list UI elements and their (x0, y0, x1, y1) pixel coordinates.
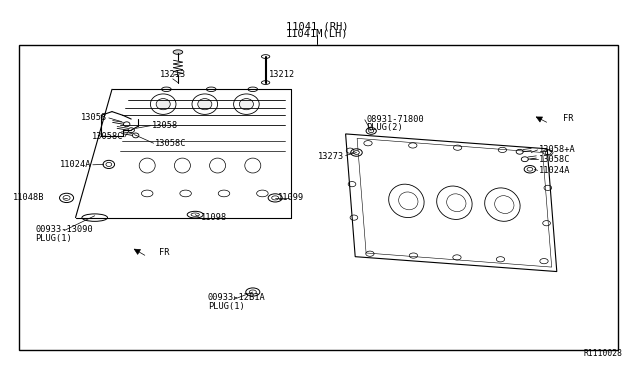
Text: 11024A: 11024A (539, 166, 570, 175)
Text: FR: FR (563, 114, 573, 123)
Bar (19, 45, 618, 350)
Text: PLUG(2): PLUG(2) (366, 123, 403, 132)
Ellipse shape (191, 213, 200, 217)
Text: 13212: 13212 (269, 70, 295, 79)
Ellipse shape (239, 99, 253, 110)
Text: 11024A: 11024A (60, 160, 92, 169)
Ellipse shape (527, 167, 532, 171)
Ellipse shape (156, 99, 170, 110)
Ellipse shape (261, 55, 270, 58)
Ellipse shape (198, 99, 212, 110)
Text: 13213: 13213 (159, 70, 186, 79)
Text: 13058+A: 13058+A (539, 145, 575, 154)
Text: 11041M(LH): 11041M(LH) (285, 29, 348, 38)
Text: 13058: 13058 (152, 121, 178, 130)
Text: PLUG(1): PLUG(1) (35, 234, 72, 243)
Ellipse shape (272, 196, 279, 200)
Ellipse shape (250, 290, 256, 294)
Text: 08931-71800: 08931-71800 (366, 115, 424, 124)
Text: PLUG(1): PLUG(1) (208, 302, 244, 311)
Text: 11048B: 11048B (13, 193, 45, 202)
Text: 13273: 13273 (317, 152, 344, 161)
Text: 00933-12B1A: 00933-12B1A (208, 293, 266, 302)
Text: R1110028: R1110028 (583, 349, 622, 358)
Text: 13058: 13058 (81, 113, 108, 122)
Ellipse shape (106, 162, 112, 166)
Ellipse shape (369, 129, 374, 133)
Ellipse shape (354, 151, 360, 154)
Text: 00933-13090: 00933-13090 (35, 225, 93, 234)
Text: 11041 (RH): 11041 (RH) (285, 21, 348, 31)
Ellipse shape (63, 195, 70, 200)
Text: 11099: 11099 (278, 193, 305, 202)
Text: 11098: 11098 (201, 213, 227, 222)
Text: FR: FR (159, 248, 169, 257)
Text: 13058C: 13058C (539, 155, 570, 164)
Text: 13058C: 13058C (92, 132, 124, 141)
Text: 13058C: 13058C (155, 139, 186, 148)
Ellipse shape (261, 81, 270, 84)
Ellipse shape (173, 50, 183, 54)
